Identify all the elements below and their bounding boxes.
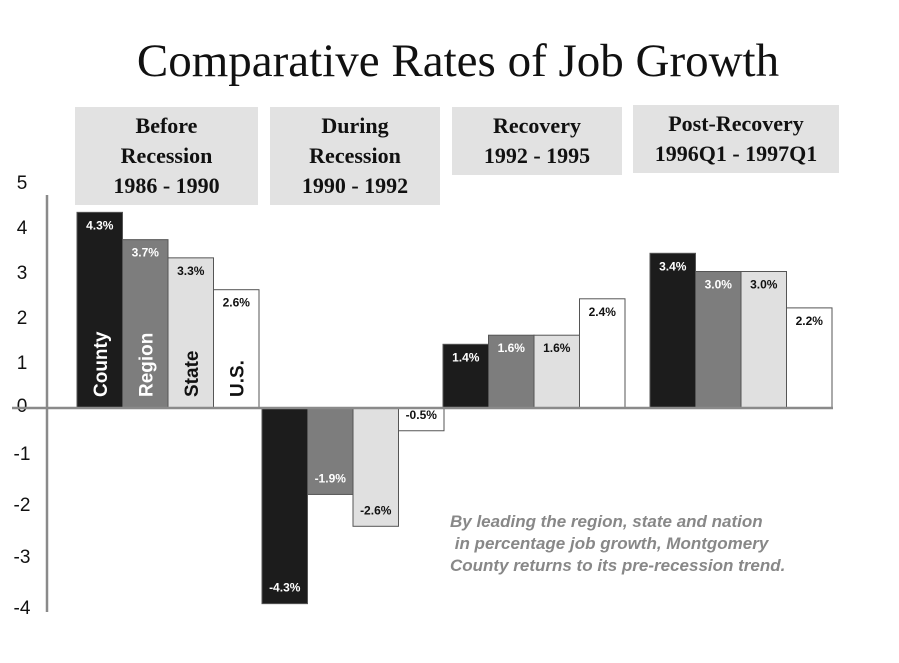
period-header-line: Recession bbox=[121, 143, 213, 168]
chart-title: Comparative Rates of Job Growth bbox=[137, 35, 779, 87]
bar-state-group-4 bbox=[740, 271, 787, 409]
y-tick-label: -1 bbox=[14, 444, 31, 465]
period-header-box bbox=[75, 107, 258, 205]
annotation-line: By leading the region, state and nation bbox=[450, 512, 763, 531]
bar-region-group-2 bbox=[307, 407, 354, 495]
annotation-line: County returns to its pre-recession tren… bbox=[450, 556, 785, 575]
bar-value-label: 3.3% bbox=[177, 264, 205, 278]
bar-value-label: -0.5% bbox=[406, 408, 438, 422]
bar-state-group-2 bbox=[352, 407, 399, 527]
period-header-1: Before Recession 1986 - 1990 bbox=[75, 107, 258, 205]
period-header-line: Post-Recovery bbox=[668, 111, 804, 136]
y-tick-label: -3 bbox=[14, 547, 31, 568]
bar-county-group-1 bbox=[76, 211, 123, 409]
bar-value-label: 3.4% bbox=[659, 259, 687, 273]
y-tick-label: -4 bbox=[14, 598, 31, 619]
period-header-line: Recovery bbox=[493, 113, 581, 138]
bar-value-label: 3.7% bbox=[132, 246, 160, 260]
period-header-line: 1986 - 1990 bbox=[113, 173, 219, 198]
bar-state-group-3 bbox=[533, 334, 580, 409]
y-axis-tick-labels: 5 4 3 2 1 0 -1 -2 -3 -4 bbox=[14, 173, 31, 619]
bar-us-group-3 bbox=[579, 298, 626, 409]
series-name-label: State bbox=[182, 351, 203, 397]
bar-county-group-3 bbox=[442, 343, 489, 409]
bar-value-label: 1.6% bbox=[498, 341, 526, 355]
y-tick-label: 2 bbox=[17, 308, 28, 329]
annotation-text: By leading the region, state and nation … bbox=[450, 512, 785, 575]
bar-value-label: 2.4% bbox=[589, 305, 617, 319]
period-header-line: Before bbox=[136, 113, 198, 138]
y-tick-label: 4 bbox=[17, 218, 28, 239]
y-tick-label: 5 bbox=[17, 173, 28, 194]
period-header-box bbox=[270, 107, 440, 205]
bar-value-label: 2.6% bbox=[223, 296, 251, 310]
bar-region-group-4 bbox=[695, 271, 742, 409]
period-header-2: During Recession 1990 - 1992 bbox=[270, 107, 440, 205]
annotation-note: By leading the region, state and nation … bbox=[450, 512, 785, 575]
period-header-line: 1990 - 1992 bbox=[302, 173, 408, 198]
series-name-label: Region bbox=[136, 333, 157, 397]
bar-value-label: 4.3% bbox=[86, 218, 114, 232]
period-header-line: During bbox=[321, 113, 388, 138]
bar-state-group-1 bbox=[167, 257, 214, 409]
bar-region-group-3 bbox=[488, 334, 535, 409]
bar-value-label: 2.2% bbox=[796, 314, 824, 328]
series-name-label: U.S. bbox=[227, 360, 248, 397]
bar-value-label: -1.9% bbox=[315, 471, 347, 485]
bar-value-label: 3.0% bbox=[705, 278, 733, 292]
annotation-line: in percentage job growth, Montgomery bbox=[450, 534, 770, 553]
period-header-box bbox=[633, 105, 839, 173]
bar-county-group-4 bbox=[649, 252, 696, 409]
period-headers: Before Recession 1986 - 1990 During Recessio… bbox=[75, 105, 839, 205]
period-header-4: Post-Recovery 1996Q1 - 1997Q1 bbox=[633, 105, 839, 173]
period-header-line: 1996Q1 - 1997Q1 bbox=[655, 141, 818, 166]
period-header-3: Recovery 1992 - 1995 bbox=[452, 107, 622, 175]
y-tick-label: 1 bbox=[17, 353, 28, 374]
series-name-label: County bbox=[91, 331, 112, 397]
bar-value-label: -4.3% bbox=[269, 581, 301, 595]
period-header-line: Recession bbox=[309, 143, 401, 168]
bar-region-group-1 bbox=[122, 239, 169, 409]
bar-value-label: -2.6% bbox=[360, 503, 392, 517]
period-header-line: 1992 - 1995 bbox=[484, 143, 590, 168]
period-header-box bbox=[452, 107, 622, 175]
y-tick-label: -2 bbox=[14, 495, 31, 516]
bar-us-group-1 bbox=[213, 289, 260, 409]
bar-value-label: 3.0% bbox=[750, 278, 778, 292]
bar-value-label: 1.4% bbox=[452, 350, 480, 364]
bars: 4.3% -4.3% 1.4% 3.4% County 3.7% -1.9% 1.6% 3.0%… bbox=[76, 211, 833, 605]
bar-value-label: 1.6% bbox=[543, 341, 571, 355]
y-tick-label: 0 bbox=[17, 396, 28, 417]
y-tick-label: 3 bbox=[17, 263, 28, 284]
bar-county-group-2 bbox=[261, 407, 308, 605]
bar-us-group-4 bbox=[786, 307, 833, 409]
